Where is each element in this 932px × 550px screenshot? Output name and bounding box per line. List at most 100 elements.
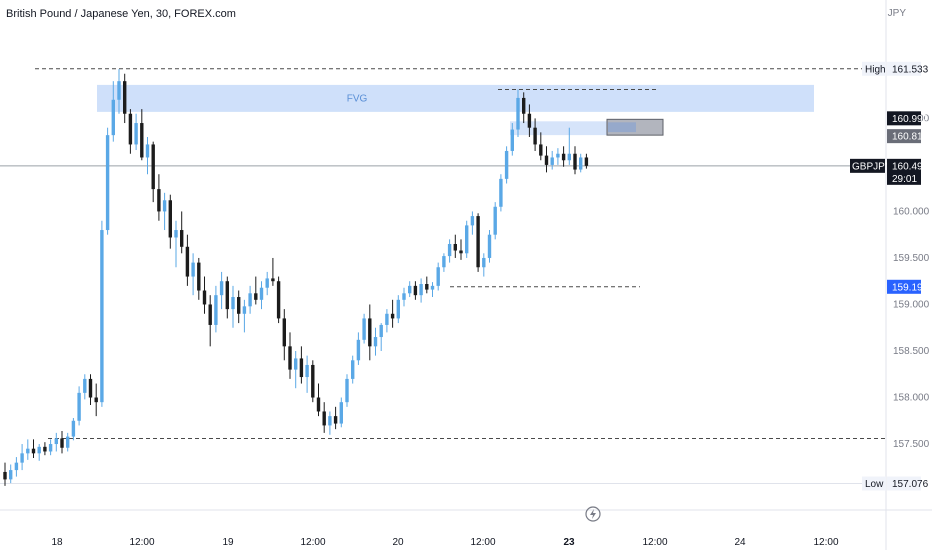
currency-label: JPY — [887, 8, 906, 19]
candle-body — [316, 397, 321, 412]
time-tick-label: 12:00 — [642, 537, 667, 548]
time-tick-label: 12:00 — [470, 537, 495, 548]
high-value-tag-bg — [887, 61, 921, 76]
candle-body — [339, 402, 343, 424]
candle-body — [60, 438, 64, 448]
candle-body — [294, 358, 298, 370]
candle-body — [9, 470, 13, 480]
candle-body — [208, 304, 212, 325]
candle-body — [145, 144, 150, 158]
candle-body — [282, 318, 286, 347]
candle-body — [299, 358, 304, 378]
candle-body — [123, 81, 127, 114]
candle-body — [88, 378, 93, 398]
candle-body — [419, 284, 423, 296]
candle-body — [368, 318, 372, 347]
candle-body — [408, 285, 412, 294]
candle-body — [151, 144, 155, 190]
candle-body — [396, 299, 400, 319]
candle-body — [510, 129, 514, 151]
time-tick-label: 12:00 — [300, 537, 325, 548]
candle-body — [567, 153, 571, 161]
high-label-bg — [862, 61, 886, 76]
candle-body — [83, 378, 87, 393]
candle-body — [493, 206, 497, 235]
candle-body — [345, 378, 349, 403]
candle-body — [390, 313, 395, 319]
candle-body — [254, 293, 258, 300]
countdown-tag: 29:01 — [892, 174, 917, 185]
candle-body — [231, 297, 235, 310]
candle-body — [504, 150, 509, 179]
candle-body — [37, 446, 41, 454]
candle-body — [197, 262, 201, 291]
candle-body — [26, 448, 30, 454]
candle-body — [225, 281, 229, 310]
candle-body — [248, 293, 252, 307]
candle-body — [533, 127, 537, 145]
candle-body — [94, 397, 98, 403]
candle-body — [544, 155, 549, 165]
candle-body — [162, 200, 167, 212]
candle-body — [539, 144, 543, 156]
candle-body — [385, 313, 389, 325]
candle-body — [482, 257, 486, 268]
candle-body — [140, 123, 144, 158]
candle-body — [54, 438, 58, 445]
candle-body — [442, 256, 446, 268]
high-value-tag: 161.533 — [892, 64, 929, 75]
current-price-bg — [887, 158, 921, 185]
candle-body — [276, 281, 281, 319]
low-label-bg — [862, 476, 886, 491]
candle-body — [168, 200, 172, 238]
time-tick-label: 12:00 — [813, 537, 838, 548]
candle-body — [219, 281, 224, 296]
candle-body — [550, 157, 554, 165]
candle-body — [202, 290, 207, 305]
lightning-icon[interactable] — [585, 506, 601, 522]
candle-body — [214, 295, 218, 325]
time-tick-label: 19 — [222, 537, 234, 548]
symbol-tag: GBPJPY — [852, 161, 892, 172]
top-price-tag-bg — [887, 111, 921, 126]
candle-body — [328, 416, 332, 426]
candle-body — [31, 448, 36, 454]
candle-body — [362, 318, 366, 340]
candle-body — [453, 243, 457, 251]
candle-body — [265, 278, 269, 288]
time-tick-label: 23 — [563, 537, 575, 548]
entry-price-tag: 160.818 — [892, 132, 929, 143]
candle-body — [579, 157, 583, 170]
candle-body — [556, 153, 560, 158]
candle-body — [20, 453, 24, 463]
current-price-tag: 160.490 — [892, 161, 929, 172]
candle-body — [425, 284, 429, 290]
price-tick-label: 158.500 — [893, 346, 930, 357]
candle-body — [77, 392, 81, 421]
low-value-tag-bg — [887, 476, 921, 491]
candle-body — [185, 246, 190, 277]
candle-body — [14, 462, 19, 471]
candle-body — [527, 113, 532, 128]
candle-body — [191, 262, 195, 277]
candle-body — [242, 306, 247, 314]
candle-body — [311, 364, 315, 398]
candle-body — [516, 97, 520, 130]
fvg-zone — [97, 84, 814, 112]
candle-body — [413, 285, 418, 296]
candle-body — [71, 420, 76, 437]
candle-body — [48, 444, 53, 452]
low-label: Low — [865, 479, 884, 490]
candle-body — [379, 324, 383, 338]
chart-title: British Pound / Japanese Yen, 30, FOREX.… — [6, 8, 236, 20]
price-tick-label: 159.500 — [893, 253, 930, 264]
symbol-tag-bg — [850, 158, 885, 173]
candle-body — [402, 293, 406, 300]
time-tick-label: 20 — [392, 537, 404, 548]
target-price-tag: 159.199 — [892, 282, 929, 293]
high-label: High — [865, 64, 886, 75]
candle-body — [465, 225, 469, 254]
candle-body — [470, 216, 475, 226]
